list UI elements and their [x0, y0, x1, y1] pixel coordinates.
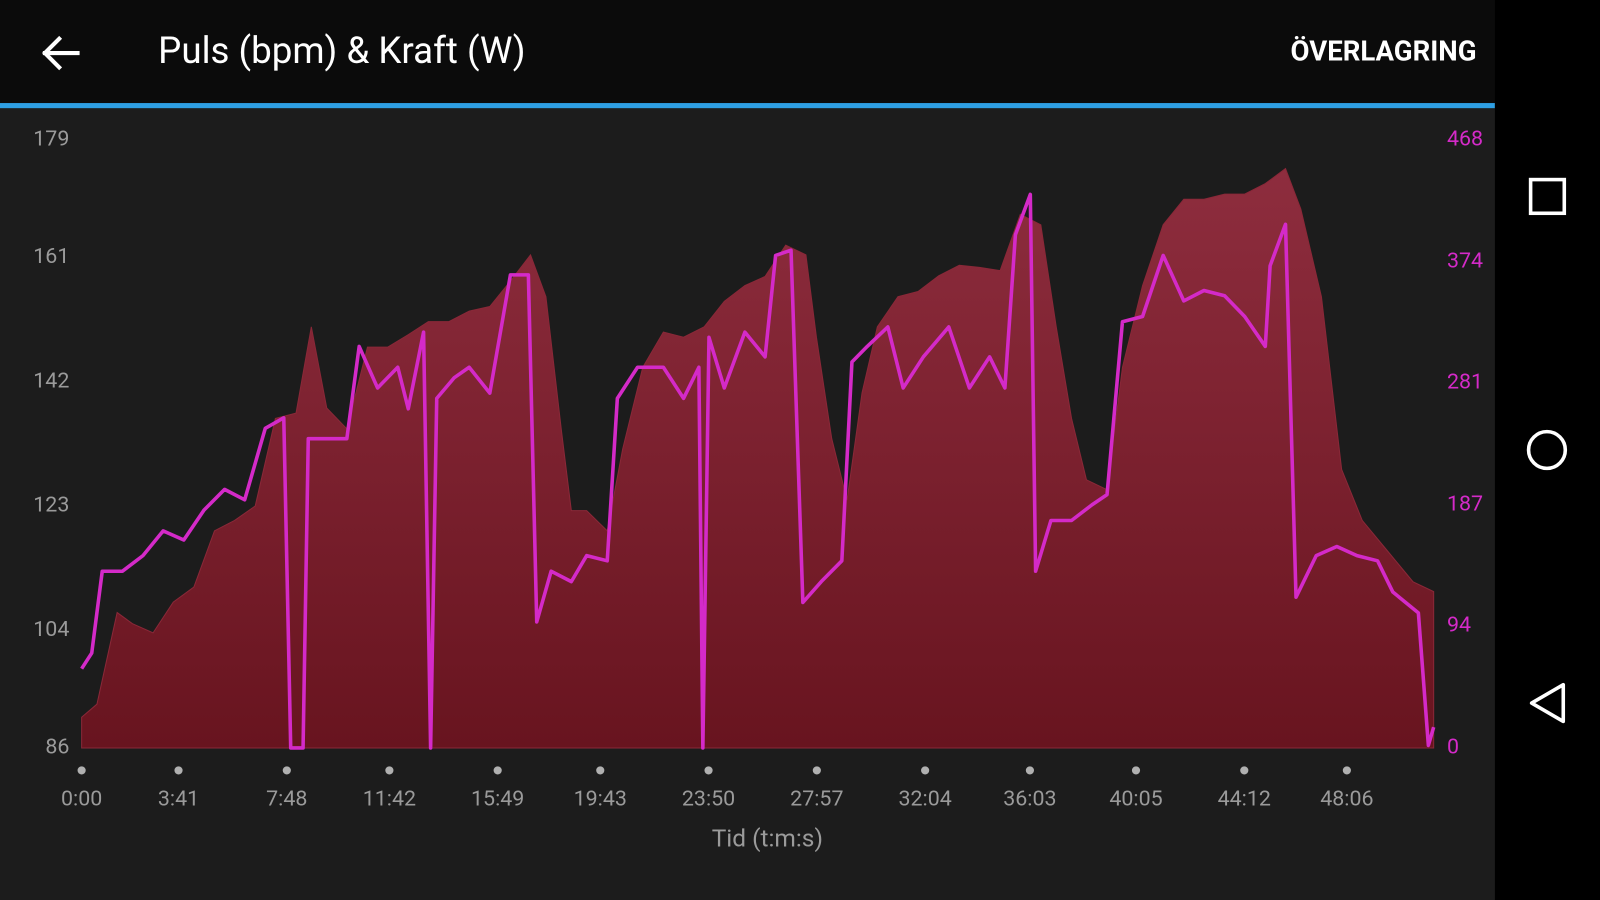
y-tick-label: 104 [33, 617, 69, 642]
x-tick-mark [385, 766, 394, 775]
app-bar-accent [0, 103, 1495, 109]
y-tick-label: 86 [45, 735, 69, 760]
x-tick-label: 48:06 [1320, 787, 1373, 812]
x-tick-label: 36:03 [1003, 787, 1056, 812]
y2-tick-label: 468 [1447, 126, 1483, 151]
x-tick-label: 40:05 [1109, 787, 1162, 812]
y-tick-label: 142 [33, 368, 69, 393]
x-tick-label: 11:42 [363, 787, 416, 812]
back-nav-button[interactable] [1529, 682, 1566, 724]
y2-tick-label: 94 [1447, 612, 1471, 637]
y-tick-label: 179 [33, 126, 69, 151]
y-tick-label: 161 [33, 244, 69, 269]
x-tick-label: 15:49 [471, 787, 524, 812]
x-tick-mark [704, 766, 713, 775]
x-tick-mark [493, 766, 502, 775]
heart-rate-area [81, 167, 1435, 749]
recents-button[interactable] [1528, 177, 1567, 216]
x-tick-label: 19:43 [574, 787, 627, 812]
x-tick-mark [812, 766, 821, 775]
x-tick-mark [596, 766, 605, 775]
x-tick-mark [77, 766, 86, 775]
chart-title: Puls (bpm) & Kraft (W) [158, 29, 525, 72]
power-line [80, 192, 1436, 750]
x-tick-label: 23:50 [682, 787, 735, 812]
y2-tick-label: 0 [1447, 735, 1459, 760]
x-tick-mark [1240, 766, 1249, 775]
x-tick-mark [1131, 766, 1141, 775]
y2-tick-label: 187 [1447, 492, 1483, 517]
x-tick-label: 0:00 [61, 787, 102, 812]
x-tick-label: 3:41 [158, 787, 199, 812]
x-tick-label: 32:04 [898, 787, 951, 812]
x-tick-mark [174, 766, 183, 775]
x-tick-mark [921, 766, 930, 775]
x-tick-label: 7:48 [266, 787, 307, 812]
x-tick-label: 27:57 [790, 787, 843, 812]
home-button[interactable] [1526, 429, 1568, 471]
back-button[interactable] [42, 35, 80, 71]
y2-tick-label: 281 [1447, 369, 1483, 394]
x-tick-label: 44:12 [1218, 787, 1271, 812]
x-tick-mark [1342, 766, 1351, 775]
y-tick-label: 123 [33, 493, 69, 518]
x-tick-mark [282, 766, 291, 775]
x-tick-mark [1025, 766, 1034, 775]
nav-bar [1494, 0, 1600, 900]
y2-tick-label: 374 [1447, 249, 1483, 274]
app-bar [0, 0, 1495, 104]
x-axis-title: Tid (t:m:s) [712, 823, 823, 852]
overlay-button[interactable]: ÖVERLAGRING [1291, 34, 1477, 67]
